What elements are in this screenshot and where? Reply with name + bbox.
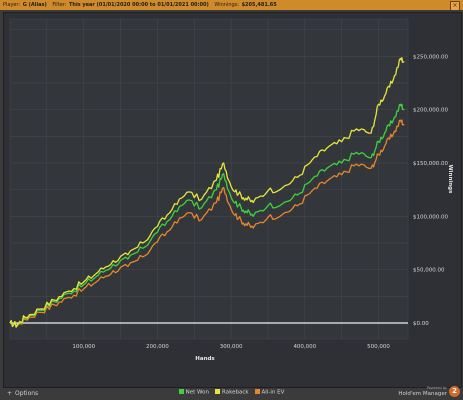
hem2-logo-icon: 2 (449, 385, 460, 397)
close-icon[interactable]: × (450, 1, 460, 10)
filter-header-bar: Player: G (Alias) Filter: This year (01/… (0, 0, 463, 10)
x-tick-label: 500,000 (367, 344, 390, 350)
y-axis-title: Winnings (447, 165, 453, 195)
brand-name: Hold'em Manager (398, 391, 447, 397)
x-axis-title: Hands (195, 356, 215, 362)
player-label: Player: (3, 2, 21, 8)
y-tick-label: $100,000.00 (413, 214, 448, 220)
legend-label: Rakeback (222, 389, 249, 396)
expand-plus-icon: + (7, 390, 13, 397)
series-line-rakeback (9, 57, 405, 328)
legend-item: All-in EV (254, 389, 285, 396)
player-value: G (Alias) (22, 2, 47, 8)
brand-powered-by: Powered by (426, 386, 447, 390)
filter-value: This year (01/01/2020 00:00 to 01/01/202… (68, 2, 209, 8)
chart-area: 100,000 200,000 300,000 400,000 500,000 $0.00… (3, 12, 462, 388)
legend-item: Net Won (178, 389, 210, 396)
filter-label: Filter: (52, 2, 67, 8)
legend-label: Net Won (185, 389, 210, 396)
options-button[interactable]: + Options (3, 389, 42, 398)
legend-label: All-in EV (261, 389, 285, 396)
legend-swatch (215, 389, 221, 394)
y-tick-label: $150,000.00 (413, 161, 448, 167)
x-tick-label: 300,000 (220, 344, 243, 350)
y-tick-label: $0.00 (413, 321, 429, 327)
x-tick-label: 100,000 (72, 344, 95, 350)
legend-swatch (254, 389, 260, 394)
options-label: Options (15, 390, 39, 397)
brand-text: Powered by Hold'em Manager (398, 385, 447, 397)
series-line-net-won (9, 103, 405, 328)
winnings-value: $205,481.65 (241, 2, 277, 8)
y-tick-label: $50,000.00 (413, 268, 445, 274)
series-line-all-in-ev (9, 119, 405, 329)
x-tick-label: 400,000 (293, 344, 316, 350)
x-tick-label: 200,000 (146, 344, 169, 350)
winnings-label: Winnings: (214, 2, 239, 8)
footer-bar: + Options Powered by Hold'em Manager 2 (0, 384, 463, 400)
winnings-chart: 100,000 200,000 300,000 400,000 500,000 $0.00… (9, 18, 453, 362)
legend-swatch (178, 389, 184, 394)
legend-item: Rakeback (215, 389, 249, 396)
brand-logo-area: Powered by Hold'em Manager 2 (398, 384, 460, 398)
y-tick-label: $250,000.00 (413, 54, 448, 60)
y-tick-label: $200,000.00 (413, 108, 448, 114)
chart-legend: Net Won Rakeback All-in EV (0, 389, 463, 396)
